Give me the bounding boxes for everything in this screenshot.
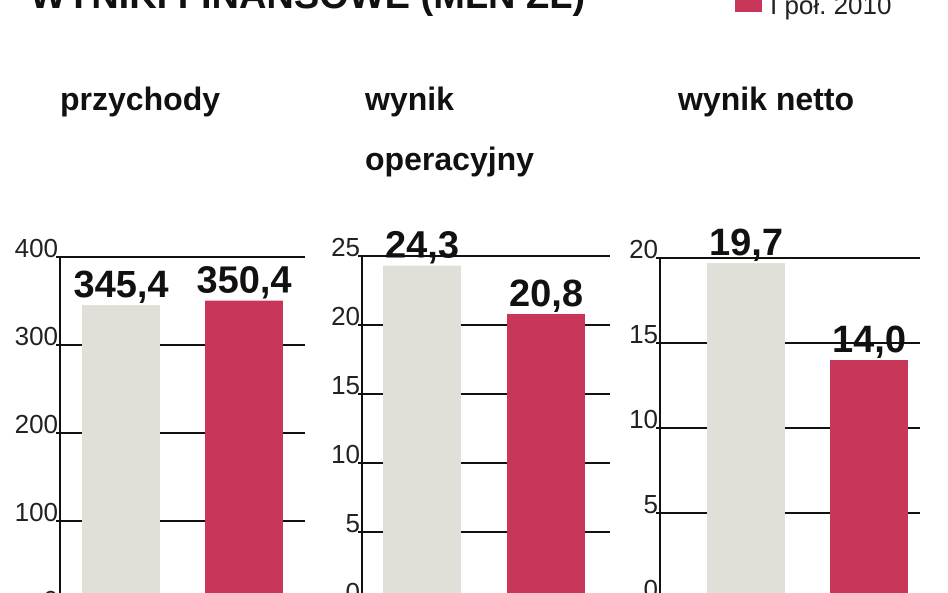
- value-label: 20,8: [509, 273, 583, 315]
- y-tick-label: 5: [644, 489, 658, 519]
- value-label: 24,3: [385, 225, 459, 267]
- y-tick-label: 15: [331, 370, 360, 400]
- y-tick-label: 400: [15, 233, 58, 263]
- y-tick-label: 300: [15, 321, 58, 351]
- chart-title-line: wynik: [364, 81, 454, 117]
- y-tick-label: 25: [331, 232, 360, 262]
- legend-label: I pół. 2010: [770, 0, 891, 20]
- y-tick-label: 5: [346, 508, 360, 538]
- bar: [383, 265, 461, 593]
- legend-swatch: [735, 0, 762, 12]
- y-tick-label: 200: [15, 409, 58, 439]
- chart-title: wynik netto: [677, 81, 854, 117]
- y-tick-label: 20: [331, 301, 360, 331]
- value-label: 14,0: [832, 319, 906, 361]
- bar: [205, 300, 283, 593]
- chart-title: przychody: [60, 81, 220, 117]
- y-tick-label: 0: [44, 585, 58, 593]
- y-tick-label: 15: [629, 319, 658, 349]
- y-tick-label: 10: [331, 439, 360, 469]
- y-tick-label: 20: [629, 234, 658, 264]
- bar: [830, 360, 908, 593]
- y-tick-label: 0: [644, 574, 658, 593]
- y-tick-label: 100: [15, 497, 58, 527]
- value-label: 350,4: [196, 260, 291, 302]
- bar: [707, 263, 785, 593]
- y-tick-label: 0: [346, 577, 360, 593]
- bar: [507, 313, 585, 593]
- chart-title: wynik operacyjny: [364, 81, 534, 177]
- bar: [82, 305, 160, 593]
- value-label: 345,4: [73, 264, 168, 306]
- page-title: WYNIKI FINANSOWE (MLN ZŁ): [30, 0, 585, 17]
- y-tick-label: 10: [629, 404, 658, 434]
- chart-title-line: operacyjny: [365, 141, 534, 177]
- value-label: 19,7: [709, 222, 783, 264]
